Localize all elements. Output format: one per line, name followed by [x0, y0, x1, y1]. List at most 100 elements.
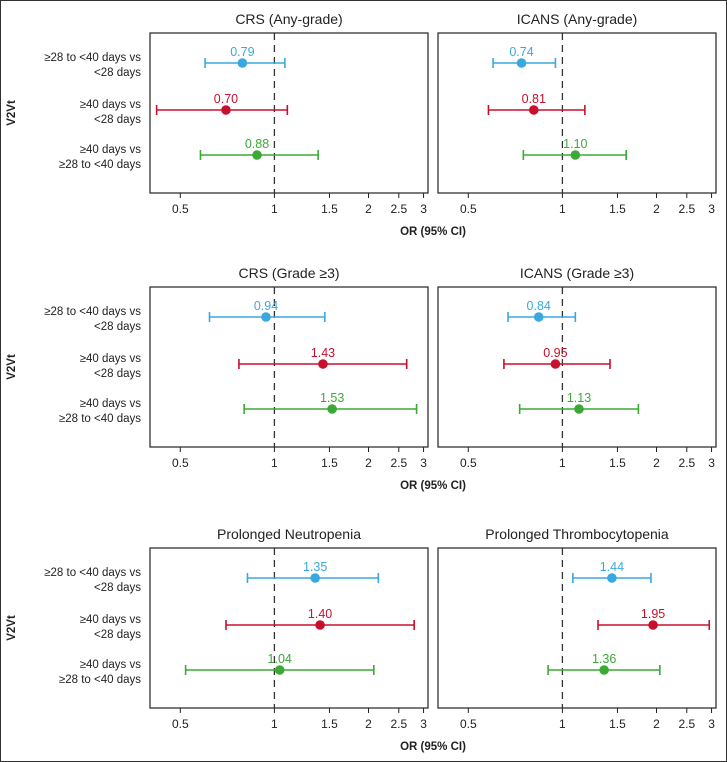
panel-2-point — [516, 58, 527, 68]
category-label-line1: ≥28 to <40 days vs — [44, 306, 141, 318]
panel-6-tick-label: 1.5 — [609, 717, 626, 731]
panel-4-tick-label: 3 — [708, 456, 715, 470]
panel-3-value-label: 0.94 — [254, 299, 278, 313]
panel-3-tick-label: 1.5 — [321, 456, 338, 470]
panel-6-tick-label: 0.5 — [460, 717, 477, 731]
panel-3-title: CRS (Grade ≥3) — [238, 265, 339, 281]
panel-2-tick-label: 1 — [559, 202, 566, 216]
panel-4-tick-label: 1.5 — [609, 456, 626, 470]
y-axis-label: V2Vt — [6, 100, 18, 126]
category-label-line1: ≥40 days vs — [80, 353, 142, 365]
panel-5-value-label: 1.40 — [308, 607, 332, 621]
category-label-line1: ≥40 days vs — [80, 99, 142, 111]
panel-4-point — [533, 312, 544, 322]
panel-2-tick-label: 2 — [653, 202, 660, 216]
panel-5-title: Prolonged Neutropenia — [217, 526, 361, 542]
panel-1-value-label: 0.70 — [214, 92, 238, 106]
panel-4-value-label: 0.84 — [527, 299, 551, 313]
category-label-line2: ≥28 to <40 days — [59, 674, 141, 686]
panel-1-point — [252, 150, 262, 160]
panel-6-point — [599, 665, 609, 675]
panel-6-tick-label: 2.5 — [678, 717, 695, 731]
panel-1-tick-label: 2 — [365, 202, 372, 216]
panel-2-point — [528, 105, 539, 115]
category-label-line1: ≥40 days vs — [80, 614, 142, 626]
panel-1-frame — [149, 32, 429, 194]
panel-2-title: ICANS (Any-grade) — [517, 11, 638, 27]
panel-2-value-label: 0.74 — [509, 45, 533, 59]
panel-2-value-label: 1.10 — [563, 137, 587, 151]
panel-1-value-label: 0.79 — [230, 45, 254, 59]
panel-3-value-label: 1.43 — [311, 346, 335, 360]
panel-6-value-label: 1.95 — [641, 607, 665, 621]
panel-5-tick-label: 1 — [271, 717, 278, 731]
panel-3-point — [327, 404, 337, 414]
panel-5-tick-label: 0.5 — [172, 717, 189, 731]
panel-6-point — [607, 573, 617, 583]
panel-5-value-label: 1.35 — [303, 560, 327, 574]
panel-4-tick-label: 2 — [653, 456, 660, 470]
panel-1-point — [237, 58, 248, 68]
panel-4-tick-label: 1 — [559, 456, 566, 470]
panel-5-value-label: 1.04 — [268, 652, 292, 666]
panel-3-point — [261, 312, 271, 322]
category-label-line2: <28 days — [94, 321, 141, 333]
panel-2-point — [570, 150, 581, 160]
panel-2-tick-label: 1.5 — [609, 202, 626, 216]
panel-4-value-label: 1.13 — [567, 391, 591, 405]
y-axis-label: V2Vt — [6, 354, 18, 380]
category-label-line1: ≥40 days vs — [80, 398, 142, 410]
panel-6-tick-label: 1 — [559, 717, 566, 731]
panel-5-point — [315, 620, 325, 630]
category-label-line1: ≥40 days vs — [80, 144, 142, 156]
x-axis-label: OR (95% CI) — [400, 741, 466, 753]
panel-6-value-label: 1.36 — [592, 652, 616, 666]
category-label-line2: <28 days — [94, 368, 141, 380]
x-axis-label: OR (95% CI) — [400, 226, 466, 238]
panel-6-frame — [437, 547, 717, 709]
category-label-line1: ≥28 to <40 days vs — [44, 567, 141, 579]
panel-1-title: CRS (Any-grade) — [235, 11, 342, 27]
panel-2-tick-label: 3 — [708, 202, 715, 216]
panel-3-value-label: 1.53 — [320, 391, 344, 405]
panel-4-value-label: 0.95 — [543, 346, 567, 360]
panel-5-tick-label: 1.5 — [321, 717, 338, 731]
category-label-line1: ≥40 days vs — [80, 659, 142, 671]
panel-1-point — [221, 105, 231, 115]
category-label-line2: ≥28 to <40 days — [59, 413, 141, 425]
panel-1-tick-label: 1.5 — [321, 202, 338, 216]
panel-2-frame — [437, 32, 717, 194]
category-label-line2: <28 days — [94, 629, 141, 641]
category-label-line2: ≥28 to <40 days — [59, 159, 141, 171]
panel-3-tick-label: 2.5 — [390, 456, 407, 470]
panel-5-tick-label: 2 — [365, 717, 372, 731]
panel-6-title: Prolonged Thrombocytopenia — [485, 526, 669, 542]
panel-5-point — [310, 573, 320, 583]
panel-6-value-label: 1.44 — [600, 560, 624, 574]
panel-1-value-label: 0.88 — [245, 137, 269, 151]
category-label-line2: <28 days — [94, 67, 141, 79]
panel-1-tick-label: 3 — [420, 202, 427, 216]
panel-5-tick-label: 2.5 — [390, 717, 407, 731]
panel-4-tick-label: 2.5 — [678, 456, 695, 470]
panel-5-frame — [149, 547, 429, 709]
panel-3-tick-label: 1 — [271, 456, 278, 470]
panel-2-tick-label: 2.5 — [678, 202, 695, 216]
panel-5-point — [274, 665, 285, 675]
panel-1-tick-label: 2.5 — [390, 202, 407, 216]
panel-1-tick-label: 1 — [271, 202, 278, 216]
panel-4-frame — [437, 286, 717, 448]
x-axis-label: OR (95% CI) — [400, 480, 466, 492]
panel-2-tick-label: 0.5 — [460, 202, 477, 216]
category-label-line2: <28 days — [94, 114, 141, 126]
panel-6-point — [648, 620, 658, 630]
panel-3-tick-label: 2 — [365, 456, 372, 470]
panel-5-tick-label: 3 — [420, 717, 427, 731]
panel-1-tick-label: 0.5 — [172, 202, 189, 216]
panel-4-point — [574, 404, 584, 414]
panel-4-point — [550, 359, 561, 369]
panel-2-value-label: 0.81 — [522, 92, 546, 106]
panel-3-frame — [149, 286, 429, 448]
